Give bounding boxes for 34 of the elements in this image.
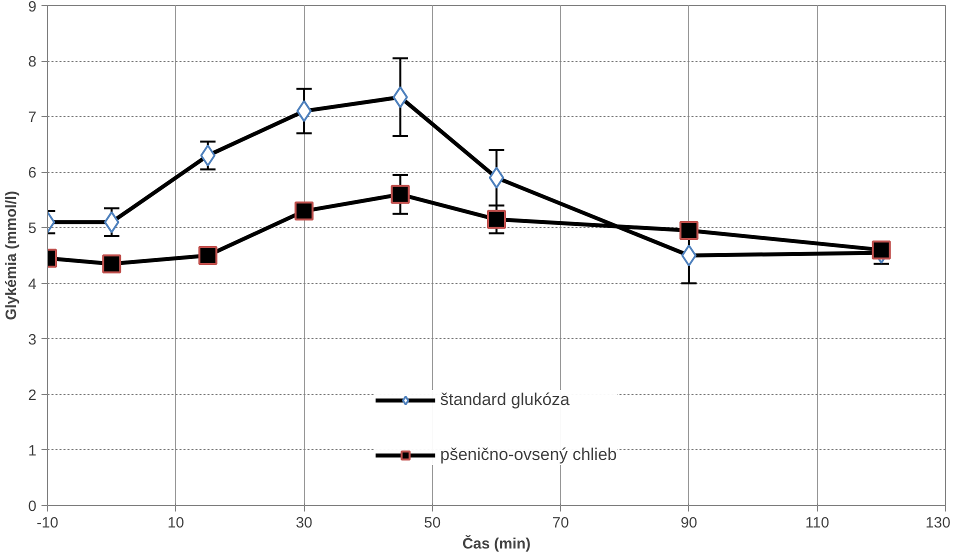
y-tick-label: 9 <box>28 0 36 16</box>
point <box>294 202 314 221</box>
y-tick-label: 2 <box>28 386 36 404</box>
point <box>198 246 218 265</box>
x-tick-label: 70 <box>552 514 569 532</box>
point <box>488 166 504 189</box>
point <box>681 244 697 266</box>
x-tick-label: 50 <box>424 514 441 532</box>
y-tick-label: 4 <box>28 276 36 293</box>
y-tick-label: 3 <box>28 331 36 348</box>
point <box>872 240 891 260</box>
x-tick-label: -10 <box>36 514 58 532</box>
legend-label: pšenično-ovsený chlieb <box>440 445 617 465</box>
point <box>104 211 120 234</box>
y-tick-label: 6 <box>28 164 36 182</box>
x-axis-title: Čas (min) <box>462 534 531 552</box>
point <box>487 210 506 229</box>
y-tick-label: 7 <box>28 109 36 126</box>
point <box>200 144 216 166</box>
y-axis-title: Glykémia (mmol/l) <box>3 190 20 320</box>
y-tick-label: 8 <box>28 54 36 71</box>
legend-label: štandard glukóza <box>440 390 570 410</box>
point <box>102 254 122 274</box>
point <box>296 100 312 122</box>
point <box>390 184 410 204</box>
x-tick-label: 90 <box>680 514 698 532</box>
x-tick-label: 30 <box>296 514 312 532</box>
y-tick-label: 1 <box>28 442 36 460</box>
y-tick-label: 0 <box>28 498 36 515</box>
point <box>679 221 698 240</box>
y-tick-label: 5 <box>28 220 36 238</box>
x-tick-label: 110 <box>805 514 830 532</box>
x-tick-label: 130 <box>925 514 951 532</box>
x-tick-label: 10 <box>167 514 184 532</box>
